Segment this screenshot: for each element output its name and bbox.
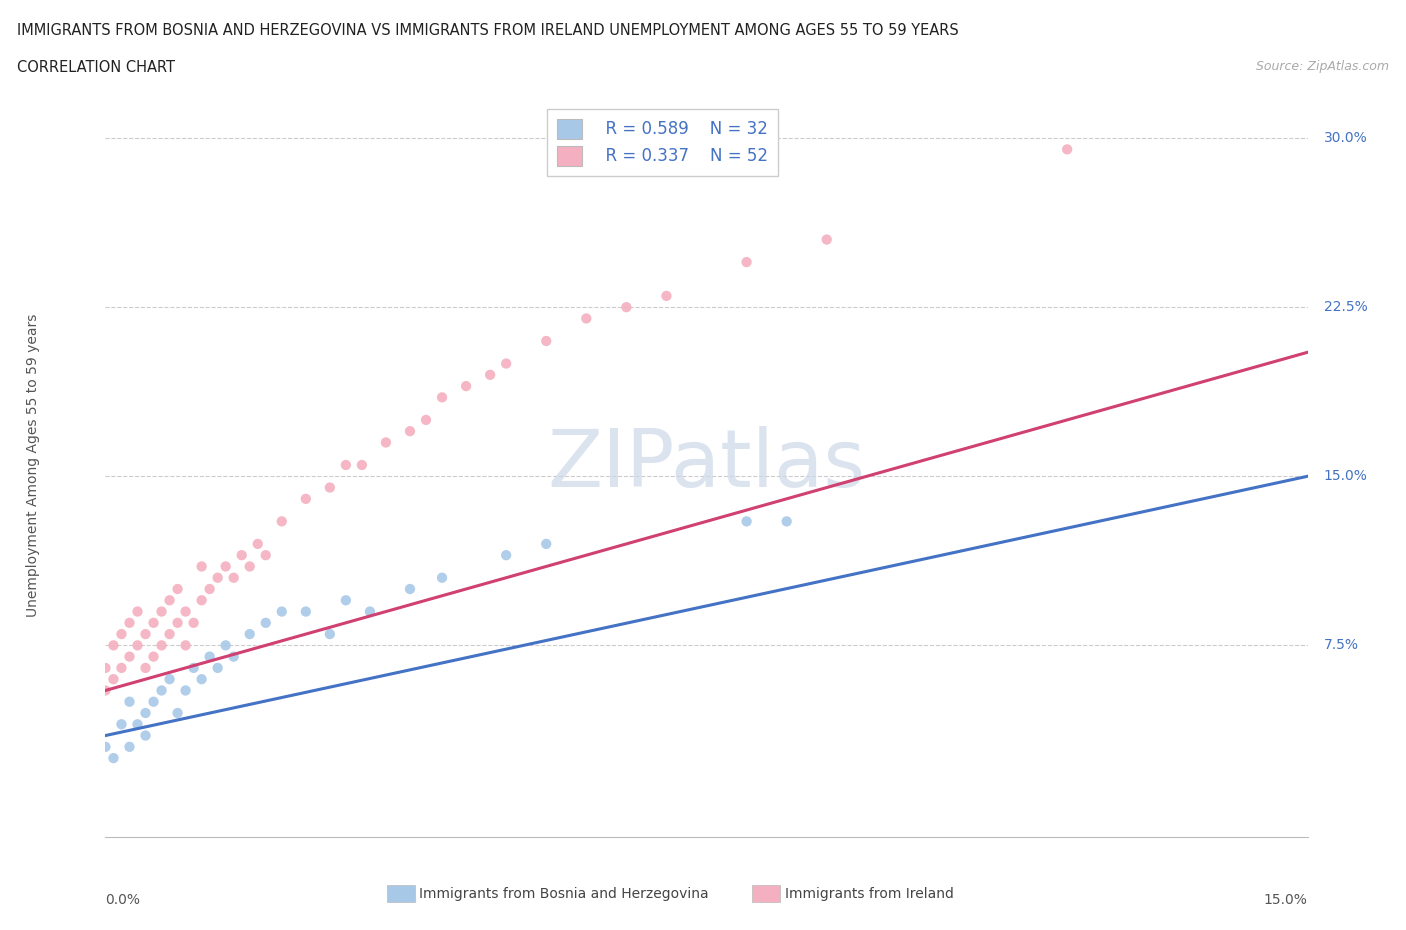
Text: IMMIGRANTS FROM BOSNIA AND HERZEGOVINA VS IMMIGRANTS FROM IRELAND UNEMPLOYMENT A: IMMIGRANTS FROM BOSNIA AND HERZEGOVINA V…	[17, 23, 959, 38]
Point	[534, 537, 557, 551]
Point	[198, 649, 221, 664]
Point	[270, 514, 292, 529]
Point	[166, 706, 188, 721]
Point	[495, 548, 517, 563]
Point	[254, 616, 277, 631]
Text: 7.5%: 7.5%	[1323, 638, 1358, 652]
Point	[159, 671, 181, 686]
Point	[616, 299, 638, 314]
Text: 30.0%: 30.0%	[1323, 131, 1368, 145]
Text: ZIPatlas: ZIPatlas	[547, 426, 866, 504]
Point	[150, 683, 173, 698]
Point	[534, 334, 557, 349]
Point	[150, 604, 173, 619]
Point	[246, 537, 269, 551]
Point	[335, 592, 357, 607]
Point	[174, 683, 197, 698]
Point	[127, 638, 149, 653]
Point	[214, 638, 236, 653]
Point	[110, 627, 132, 642]
Point	[222, 570, 245, 585]
Point	[94, 739, 117, 754]
Point	[735, 514, 758, 529]
Text: 22.5%: 22.5%	[1323, 300, 1368, 314]
Point	[479, 367, 502, 382]
Text: Source: ZipAtlas.com: Source: ZipAtlas.com	[1256, 60, 1389, 73]
Point	[118, 649, 141, 664]
Point	[103, 671, 125, 686]
Point	[94, 683, 117, 698]
Point	[142, 649, 165, 664]
Text: 15.0%: 15.0%	[1264, 894, 1308, 908]
Point	[350, 458, 373, 472]
Point	[142, 616, 165, 631]
Point	[270, 604, 292, 619]
Point	[135, 706, 157, 721]
Point	[575, 311, 598, 325]
Point	[166, 616, 188, 631]
Point	[183, 616, 205, 631]
Point	[110, 660, 132, 675]
Point	[150, 638, 173, 653]
Point	[207, 570, 229, 585]
Point	[335, 458, 357, 472]
Point	[254, 548, 277, 563]
Point	[159, 627, 181, 642]
Point	[103, 638, 125, 653]
Point	[190, 559, 212, 574]
Point	[174, 638, 197, 653]
Text: Immigrants from Ireland: Immigrants from Ireland	[785, 886, 953, 901]
Point	[359, 604, 381, 619]
Point	[190, 671, 212, 686]
Point	[319, 627, 342, 642]
Point	[776, 514, 799, 529]
Point	[735, 255, 758, 270]
Point	[110, 717, 132, 732]
Text: 0.0%: 0.0%	[105, 894, 141, 908]
Point	[103, 751, 125, 765]
Point	[190, 592, 212, 607]
Point	[495, 356, 517, 371]
Point	[214, 559, 236, 574]
Point	[430, 390, 453, 405]
Legend:   R = 0.589    N = 32,   R = 0.337    N = 52: R = 0.589 N = 32, R = 0.337 N = 52	[547, 109, 778, 176]
Text: Unemployment Among Ages 55 to 59 years: Unemployment Among Ages 55 to 59 years	[27, 313, 41, 617]
Point	[118, 739, 141, 754]
Text: Immigrants from Bosnia and Herzegovina: Immigrants from Bosnia and Herzegovina	[419, 886, 709, 901]
Point	[207, 660, 229, 675]
Point	[239, 559, 262, 574]
Point	[655, 288, 678, 303]
Text: CORRELATION CHART: CORRELATION CHART	[17, 60, 174, 75]
Point	[142, 695, 165, 710]
Point	[127, 717, 149, 732]
Point	[135, 627, 157, 642]
Point	[374, 435, 398, 450]
Point	[127, 604, 149, 619]
Point	[319, 480, 342, 495]
Point	[118, 616, 141, 631]
Point	[1056, 142, 1078, 157]
Point	[183, 660, 205, 675]
Point	[166, 581, 188, 596]
Point	[222, 649, 245, 664]
Point	[135, 660, 157, 675]
Point	[239, 627, 262, 642]
Text: 15.0%: 15.0%	[1323, 470, 1368, 484]
Point	[135, 728, 157, 743]
Point	[94, 660, 117, 675]
Point	[295, 604, 318, 619]
Point	[198, 581, 221, 596]
Point	[454, 379, 477, 393]
Point	[231, 548, 253, 563]
Point	[815, 232, 838, 247]
Point	[399, 581, 422, 596]
Point	[174, 604, 197, 619]
Point	[159, 592, 181, 607]
Point	[295, 491, 318, 506]
Point	[415, 413, 437, 428]
Point	[399, 424, 422, 439]
Point	[118, 695, 141, 710]
Point	[430, 570, 453, 585]
